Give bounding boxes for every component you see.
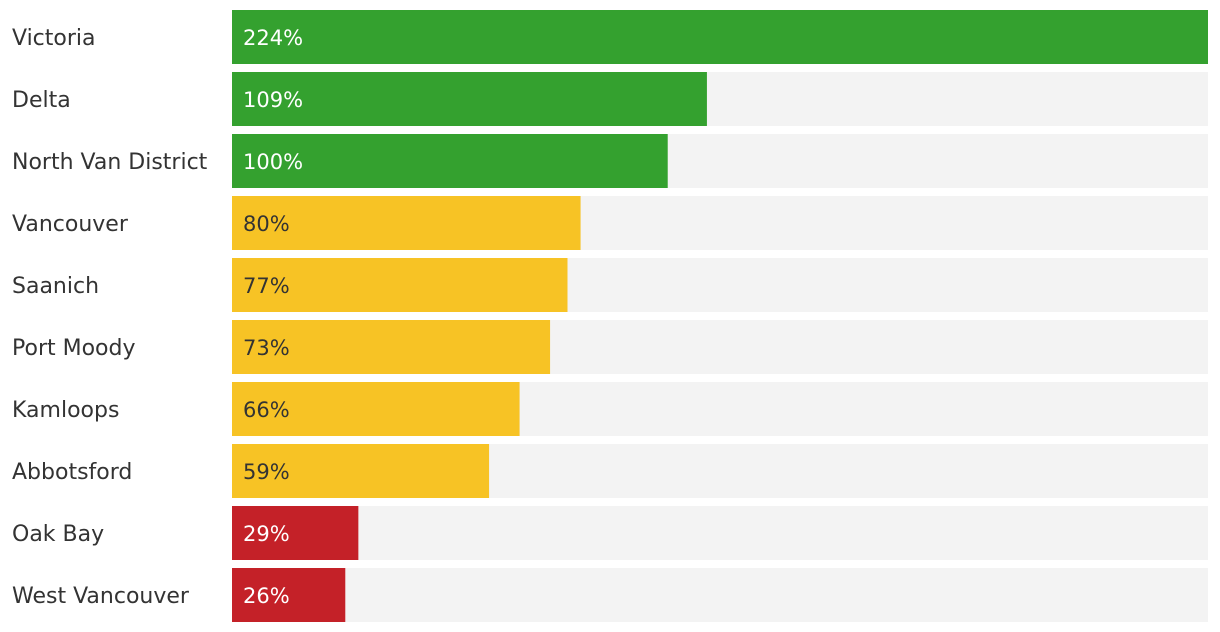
bar-row-delta: Delta 109% — [12, 72, 1208, 126]
bar-west-vancouver — [232, 568, 346, 622]
bar-row-vancouver: Vancouver 80% — [12, 196, 1208, 250]
category-label-abbotsford: Abbotsford — [12, 460, 132, 485]
value-label-north-van-district: 100% — [243, 150, 303, 174]
bar-row-abbotsford: Abbotsford 59% — [12, 444, 1208, 498]
bar-row-west-vancouver: West Vancouver 26% — [12, 568, 1208, 622]
bar-north-van-district — [232, 134, 668, 188]
bar-row-oak-bay: Oak Bay 29% — [12, 506, 1208, 560]
value-label-saanich: 77% — [243, 274, 290, 298]
category-label-saanich: Saanich — [12, 274, 99, 299]
value-label-kamloops: 66% — [243, 398, 290, 422]
category-label-victoria: Victoria — [12, 26, 96, 51]
category-label-kamloops: Kamloops — [12, 398, 119, 423]
category-label-port-moody: Port Moody — [12, 336, 136, 361]
value-label-vancouver: 80% — [243, 212, 290, 236]
bar-oak-bay — [232, 506, 359, 560]
bar-row-north-van-district: North Van District 100% — [12, 134, 1208, 188]
bar-row-saanich: Saanich 77% — [12, 258, 1208, 312]
bar-saanich — [232, 258, 568, 312]
value-label-oak-bay: 29% — [243, 522, 290, 546]
bar-row-kamloops: Kamloops 66% — [12, 382, 1208, 436]
value-label-victoria: 224% — [243, 26, 303, 50]
bar-port-moody — [232, 320, 551, 374]
bar-victoria — [232, 10, 1208, 64]
value-label-port-moody: 73% — [243, 336, 290, 360]
bar-vancouver — [232, 196, 581, 250]
bar-track-oak-bay — [232, 506, 1208, 560]
value-label-delta: 109% — [243, 88, 303, 112]
bar-abbotsford — [232, 444, 490, 498]
bar-row-port-moody: Port Moody 73% — [12, 320, 1208, 374]
category-label-west-vancouver: West Vancouver — [12, 584, 190, 609]
bar-row-victoria: Victoria 224% — [12, 10, 1208, 64]
category-label-north-van-district: North Van District — [12, 150, 208, 175]
category-label-delta: Delta — [12, 88, 71, 113]
category-label-vancouver: Vancouver — [12, 212, 129, 237]
value-label-west-vancouver: 26% — [243, 584, 290, 608]
category-label-oak-bay: Oak Bay — [12, 522, 104, 547]
bar-kamloops — [232, 382, 520, 436]
value-label-abbotsford: 59% — [243, 460, 290, 484]
bar-delta — [232, 72, 707, 126]
bar-track-west-vancouver — [232, 568, 1208, 622]
